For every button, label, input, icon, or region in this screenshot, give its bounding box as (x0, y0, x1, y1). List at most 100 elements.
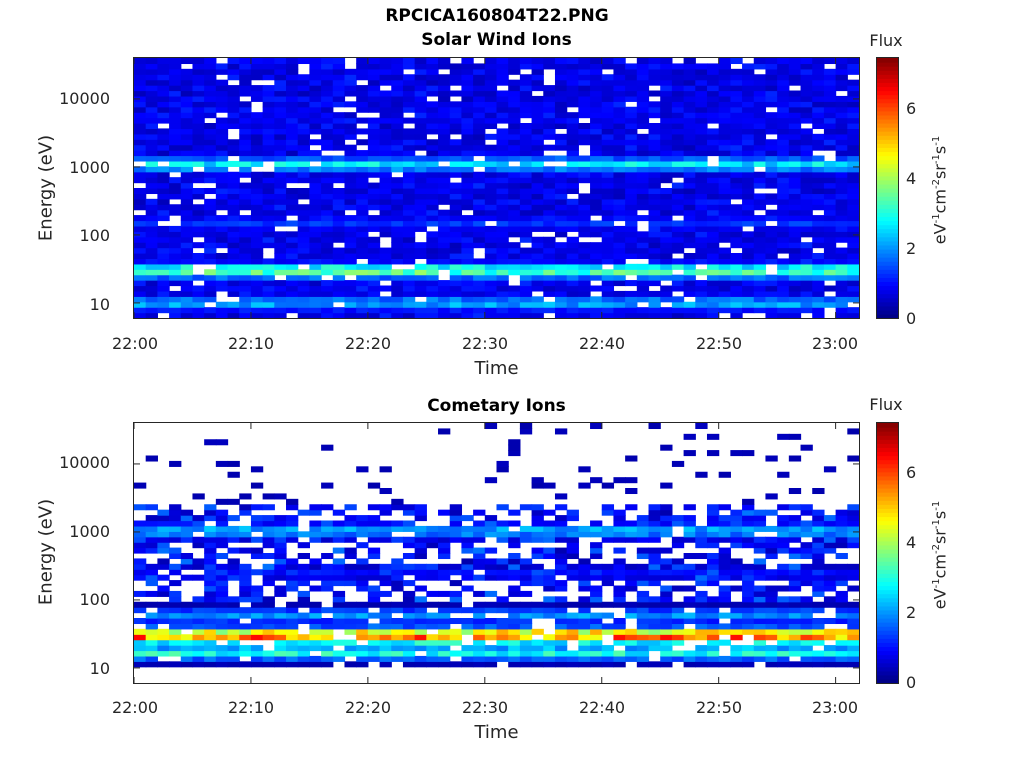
heatmap-cell (706, 634, 720, 641)
heatmap-cell (683, 79, 696, 86)
heatmap-cell (765, 493, 778, 500)
heatmap-cell (379, 225, 392, 232)
heatmap-cell (496, 220, 509, 227)
heatmap-cell (508, 215, 521, 222)
heatmap-cell (473, 177, 486, 184)
heatmap-cell (157, 90, 170, 97)
heatmap-cell (157, 144, 170, 151)
heatmap-cell (274, 612, 287, 619)
heatmap-cell (157, 204, 170, 211)
heatmap-cell (391, 231, 404, 238)
heatmap-cell (297, 215, 310, 222)
heatmap-cell (321, 144, 334, 151)
heatmap-cell (321, 574, 334, 581)
heatmap-cell (590, 563, 603, 570)
heatmap-cell (718, 515, 731, 522)
heatmap-cell (262, 117, 275, 124)
heatmap-cell (192, 242, 205, 249)
heatmap-cell (777, 155, 790, 162)
colorbar (876, 57, 899, 319)
heatmap-cell (204, 231, 217, 238)
heatmap-cell (531, 601, 544, 608)
heatmap-cell (496, 171, 509, 178)
heatmap-cell (554, 520, 568, 527)
heatmap-cell (695, 106, 708, 113)
heatmap-cell (426, 155, 439, 162)
heatmap-cell (286, 242, 299, 249)
heatmap-cell (765, 63, 778, 70)
heatmap-cell (274, 520, 287, 527)
heatmap-cell (204, 215, 217, 222)
heatmap-cell (461, 106, 474, 113)
heatmap-cell (286, 263, 299, 270)
heatmap-cell (449, 242, 463, 249)
heatmap-cell (765, 112, 778, 119)
heatmap-cell (601, 563, 615, 570)
heatmap-cell (718, 263, 731, 270)
heatmap-cell (753, 90, 767, 97)
heatmap-cell (169, 209, 182, 216)
heatmap-cell (309, 618, 322, 625)
heatmap-cell (531, 253, 544, 260)
heatmap-cell (215, 269, 229, 276)
heatmap-cell (192, 607, 205, 614)
heatmap-cell (847, 542, 859, 549)
heatmap-cell (134, 482, 147, 489)
heatmap-cell (695, 290, 708, 297)
heatmap-cell (426, 112, 439, 119)
heatmap-cell (391, 563, 404, 570)
heatmap-cell (356, 312, 369, 318)
heatmap-cell (379, 258, 392, 265)
heatmap-cell (461, 253, 474, 260)
heatmap-cell (706, 569, 720, 576)
heatmap-cell (286, 58, 299, 65)
heatmap-cell (660, 269, 673, 276)
heatmap-cell (835, 63, 848, 70)
heatmap-cell (391, 525, 404, 532)
heatmap-cell (648, 123, 661, 130)
heatmap-cell (800, 307, 813, 314)
heatmap-cell (180, 509, 194, 516)
heatmap-cell (519, 536, 533, 543)
heatmap-cell (800, 204, 813, 211)
heatmap-cell (648, 79, 661, 86)
heatmap-cell (777, 607, 790, 614)
heatmap-cell (157, 590, 170, 597)
heatmap-cell (706, 628, 720, 635)
heatmap-cell (332, 236, 346, 243)
heatmap-cell (274, 493, 287, 500)
heatmap-cell (145, 623, 158, 630)
heatmap-cell (402, 117, 416, 124)
heatmap-cell (788, 628, 802, 635)
heatmap-cell (239, 236, 252, 243)
heatmap-cell (800, 231, 813, 238)
heatmap-cell (742, 296, 755, 303)
heatmap-cell (683, 95, 696, 102)
heatmap-cell (554, 628, 568, 635)
heatmap-cell (636, 655, 650, 662)
heatmap-cell (636, 547, 650, 554)
heatmap-cell (835, 139, 848, 146)
heatmap-cell (402, 274, 416, 281)
heatmap-cell (391, 634, 404, 641)
heatmap-cell (426, 231, 439, 238)
heatmap-cell (847, 634, 859, 641)
heatmap-cell (145, 117, 158, 124)
heatmap-cell (554, 274, 568, 281)
heatmap-cell (566, 569, 579, 576)
heatmap-cell (239, 63, 252, 70)
heatmap-cell (426, 215, 439, 222)
heatmap-cell (578, 58, 591, 65)
heatmap-cell (601, 655, 615, 662)
heatmap-cell (332, 101, 346, 108)
heatmap-cell (706, 531, 720, 538)
heatmap-cell (250, 612, 264, 619)
heatmap-cell (812, 263, 825, 270)
heatmap-cell (543, 144, 556, 151)
heatmap-cell (367, 242, 381, 249)
heatmap-cell (543, 536, 556, 543)
heatmap-cell (648, 90, 661, 97)
heatmap-cell (297, 574, 310, 581)
heatmap-cell (309, 236, 322, 243)
heatmap-cell (671, 128, 685, 135)
